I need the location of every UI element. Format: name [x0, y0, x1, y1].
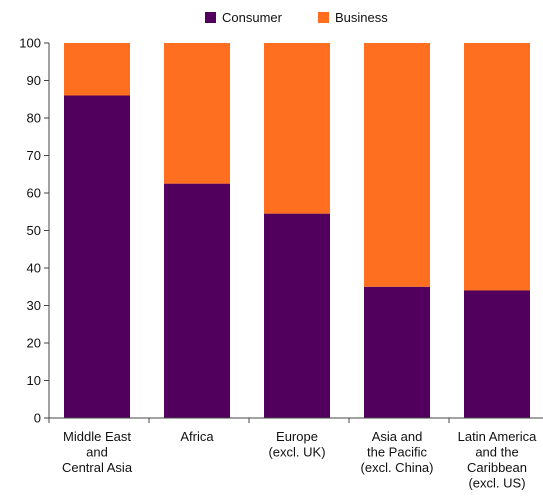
bar-consumer-0 [64, 95, 130, 418]
x-category-label-line: Africa [180, 429, 214, 444]
x-category-label-line: (excl. UK) [268, 445, 325, 460]
y-axis: 0 10 20 30 40 50 60 70 80 90 100 [19, 36, 50, 426]
x-category-label-line: Middle East [63, 429, 131, 444]
x-category-label-line: Asia and [372, 429, 423, 444]
legend-swatch-consumer [205, 12, 216, 23]
bar-consumer-2 [264, 213, 330, 418]
y-tick-label: 10 [27, 373, 41, 388]
y-tick-label: 0 [34, 411, 41, 426]
x-category-label-line: Central Asia [62, 460, 133, 475]
bar-consumer-1 [164, 183, 230, 418]
bar-series [64, 43, 530, 418]
chart-legend: Consumer Business [205, 10, 388, 25]
x-category-label-line: the Pacific [367, 445, 427, 460]
x-category-label: Asia and the Pacific (excl. China) [361, 429, 434, 475]
x-category-label: Middle East and Central Asia [62, 429, 133, 475]
y-tick-label: 80 [27, 111, 41, 126]
y-tick-label: 100 [19, 36, 41, 51]
y-tick-label: 40 [27, 261, 41, 276]
bar-business-1 [164, 43, 230, 184]
x-category-label-line: (excl. China) [361, 460, 434, 475]
y-tick-label: 60 [27, 186, 41, 201]
x-category-label-line: Europe [276, 429, 318, 444]
y-tick-label: 20 [27, 336, 41, 351]
x-category-label-line: Caribbean [467, 460, 527, 475]
y-tick-label: 30 [27, 298, 41, 313]
legend-swatch-business [318, 12, 329, 23]
bar-business-0 [64, 43, 130, 96]
x-category-label: Europe (excl. UK) [268, 429, 325, 460]
x-category-label: Africa [180, 429, 214, 444]
y-tick-label: 90 [27, 73, 41, 88]
y-tick-label: 50 [27, 223, 41, 238]
x-category-label-line: (excl. US) [468, 476, 525, 491]
x-category-label: Latin America and the Caribbean (excl. US) [458, 429, 538, 491]
y-tick-label: 70 [27, 148, 41, 163]
bar-business-4 [464, 43, 530, 291]
x-category-label-line: Latin America [458, 429, 538, 444]
legend-label-business: Business [335, 10, 388, 25]
bar-business-2 [264, 43, 330, 214]
x-category-label-line: and the [475, 445, 518, 460]
x-category-label-line: and [86, 445, 108, 460]
bar-business-3 [364, 43, 430, 287]
legend-label-consumer: Consumer [222, 10, 283, 25]
bar-consumer-3 [364, 286, 430, 418]
bar-consumer-4 [464, 290, 530, 418]
